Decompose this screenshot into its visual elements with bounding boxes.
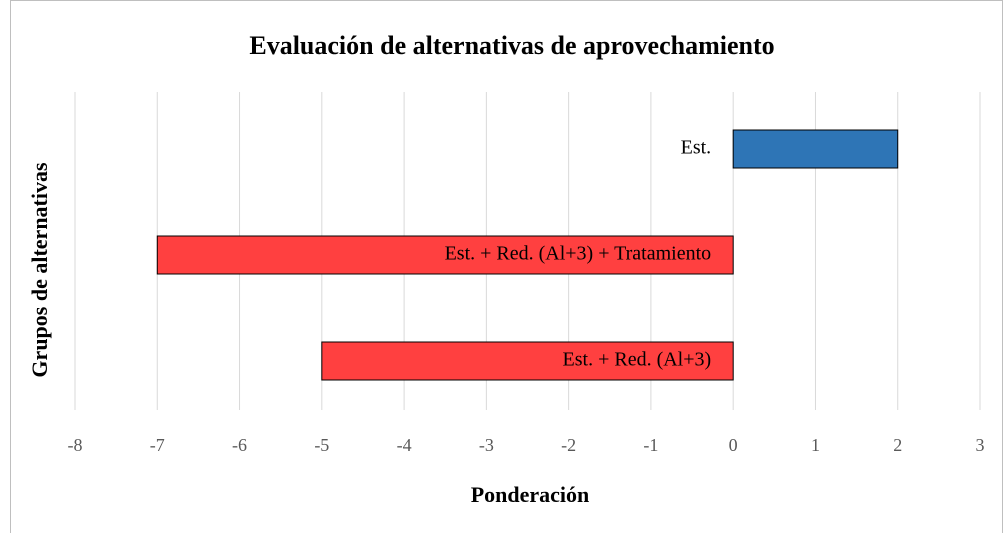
category-label: Est. + Red. (Al+3) + Tratamiento [445,243,712,265]
bar [321,341,734,381]
chart-title: Evaluación de alternativas de aprovecham… [249,31,774,60]
x-tick-label: 1 [811,435,820,455]
bar [156,235,734,275]
chart-frame [10,0,1003,538]
bar [732,129,899,169]
x-tick-label: -4 [397,435,412,455]
x-tick-label: -7 [150,435,165,455]
x-tick-label: -5 [314,435,329,455]
y-axis-label: Grupos de alternativas [27,162,52,378]
x-tick-label: 0 [729,435,738,455]
category-label: Est. + Red. (Al+3) [563,349,712,371]
x-tick-label: -6 [232,435,247,455]
x-tick-label: -3 [479,435,494,455]
x-tick-label: -8 [68,435,83,455]
x-tick-label: 3 [976,435,985,455]
x-axis-label: Ponderación [471,482,590,507]
x-tick-label: 2 [893,435,902,455]
x-tick-label: -1 [643,435,658,455]
x-tick-label: -2 [561,435,576,455]
category-label: Est. [681,137,712,159]
